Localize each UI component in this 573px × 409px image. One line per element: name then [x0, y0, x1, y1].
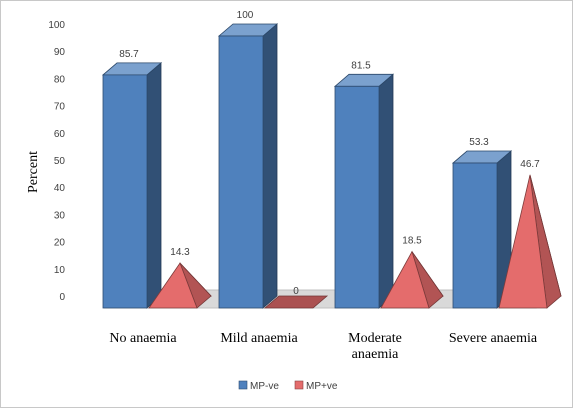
bar-side — [262, 23, 278, 309]
data-label: 81.5 — [351, 60, 371, 71]
bar-front — [334, 85, 380, 309]
legend-label: MP+ve — [306, 381, 338, 392]
data-label: 18.5 — [402, 236, 422, 247]
legend-label: MP-ve — [250, 381, 279, 392]
data-label: 46.7 — [520, 159, 540, 170]
y-tick-label: 80 — [54, 74, 66, 85]
pyramid-flat — [263, 295, 329, 309]
y-tick-label: 90 — [54, 47, 66, 58]
y-tick-label: 40 — [54, 183, 66, 194]
y-tick-label: 10 — [54, 265, 66, 276]
pyramid-front — [148, 262, 198, 309]
y-tick-label: 0 — [59, 292, 65, 303]
category-label-line: Severe anaemia — [449, 331, 538, 346]
y-tick-label: 20 — [54, 238, 66, 249]
category-label: Moderate anaemia — [348, 331, 402, 362]
category-label: Severe anaemia — [449, 331, 538, 346]
category-label: No anaemia — [109, 331, 177, 346]
category-label-line: anaemia — [352, 347, 399, 362]
y-tick-label: 60 — [54, 129, 66, 140]
data-label: 0 — [293, 286, 299, 297]
y-axis-title: Percent — [26, 151, 41, 193]
data-label: 14.3 — [170, 247, 190, 258]
category-label-line: Mild anaemia — [220, 331, 298, 346]
data-label: 85.7 — [119, 49, 139, 60]
bar-front — [218, 35, 264, 309]
bar-side — [146, 62, 162, 309]
y-tick-label: 70 — [54, 102, 66, 113]
legend-swatch — [238, 380, 248, 390]
data-label: 100 — [237, 10, 254, 21]
y-tick-label: 30 — [54, 210, 66, 221]
data-label: 53.3 — [469, 137, 489, 148]
legend-swatch — [294, 380, 304, 390]
y-tick-label: 50 — [54, 156, 66, 167]
bar-front — [452, 162, 498, 309]
bar-side — [378, 73, 394, 309]
y-tick-label: 100 — [48, 20, 65, 31]
pyramid-front — [380, 250, 430, 309]
category-label-line: Moderate — [348, 331, 402, 346]
bar-front — [102, 74, 148, 309]
pyramid-front — [498, 174, 548, 309]
category-label: Mild anaemia — [220, 331, 298, 346]
category-label-line: No anaemia — [109, 331, 177, 346]
